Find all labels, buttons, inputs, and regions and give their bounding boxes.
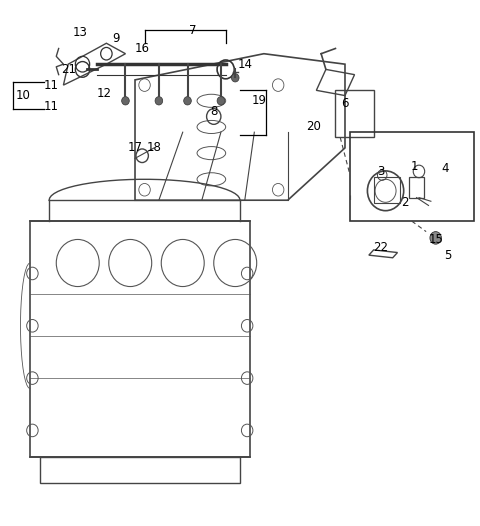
Text: 10: 10 — [15, 89, 30, 102]
Text: 21: 21 — [60, 63, 76, 76]
Circle shape — [430, 231, 442, 244]
Text: 9: 9 — [112, 32, 120, 45]
Text: 20: 20 — [307, 120, 322, 134]
Text: 6: 6 — [341, 97, 349, 110]
Text: 12: 12 — [96, 87, 111, 100]
Bar — [350, 132, 474, 221]
Text: 2: 2 — [401, 196, 408, 209]
Text: 19: 19 — [252, 94, 266, 107]
Text: 11: 11 — [44, 99, 59, 113]
Text: 11: 11 — [44, 78, 59, 92]
Text: 22: 22 — [373, 241, 388, 254]
Text: 3: 3 — [377, 165, 384, 178]
Circle shape — [184, 97, 192, 105]
Text: 17: 17 — [128, 141, 143, 155]
Text: 18: 18 — [147, 141, 162, 155]
Circle shape — [155, 97, 163, 105]
Text: 14: 14 — [237, 58, 252, 70]
Bar — [336, 90, 373, 137]
Bar — [373, 177, 400, 203]
Circle shape — [217, 97, 225, 105]
Text: 15: 15 — [428, 233, 443, 246]
Bar — [409, 177, 424, 198]
Text: 4: 4 — [442, 163, 449, 175]
Text: 8: 8 — [210, 105, 217, 118]
Text: 13: 13 — [72, 26, 87, 39]
Text: 1: 1 — [410, 160, 418, 173]
Circle shape — [121, 97, 129, 105]
Circle shape — [231, 74, 239, 82]
Text: 16: 16 — [135, 42, 150, 55]
Text: 7: 7 — [189, 24, 196, 37]
Text: 5: 5 — [444, 249, 451, 261]
